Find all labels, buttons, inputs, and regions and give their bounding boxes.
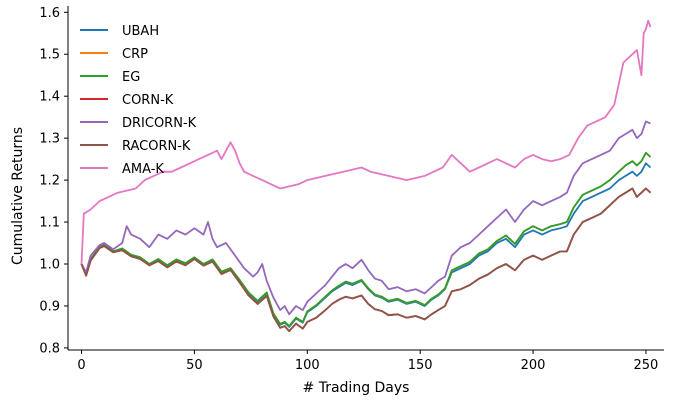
legend: UBAH CRP EG CORN-K DRICORN-K RACORN-K AMA-K [80,24,197,177]
x-tick-label: 200 [521,358,546,373]
plot-series-group [80,19,652,332]
series-line-racorn-k [80,187,652,332]
y-tick-label: 1.1 [39,216,60,231]
axes: 0 50 100 150 200 250 0.8 0.9 1.0 1.1 1.2 1.3 1.4 1.5 1… [39,6,664,373]
y-tick-label: 1.3 [39,132,60,147]
y-tick-label: 0.9 [39,299,60,314]
series-line-ama-k [80,19,652,265]
legend-label-crp: CRP [122,47,148,62]
legend-label-eg: EG [122,70,140,85]
legend-label-corn-k: CORN-K [122,93,174,108]
x-tick-label: 50 [186,358,203,373]
series-line-dricorn-k [80,120,651,316]
y-tick-label: 0.8 [39,341,60,356]
x-tick-label: 0 [77,358,85,373]
series-line-eg [80,151,652,327]
legend-label-dricorn-k: DRICORN-K [122,116,197,131]
x-tick-label: 150 [408,358,433,373]
series-line-corn-k [80,187,652,332]
y-tick-label: 1.4 [39,90,60,105]
legend-label-ama-k: AMA-K [122,162,164,177]
y-tick-label: 1.2 [39,174,60,189]
x-tick-label: 250 [634,358,659,373]
x-axis-label: # Trading Days [303,380,410,396]
x-tick-label: 100 [295,358,320,373]
y-axis-label: Cumulative Returns [10,127,26,265]
y-tick-label: 1.0 [39,258,60,273]
legend-label-ubah: UBAH [122,24,159,39]
y-tick-label: 1.5 [39,48,60,63]
y-tick-label: 1.6 [39,6,60,21]
legend-label-racorn-k: RACORN-K [122,139,191,154]
